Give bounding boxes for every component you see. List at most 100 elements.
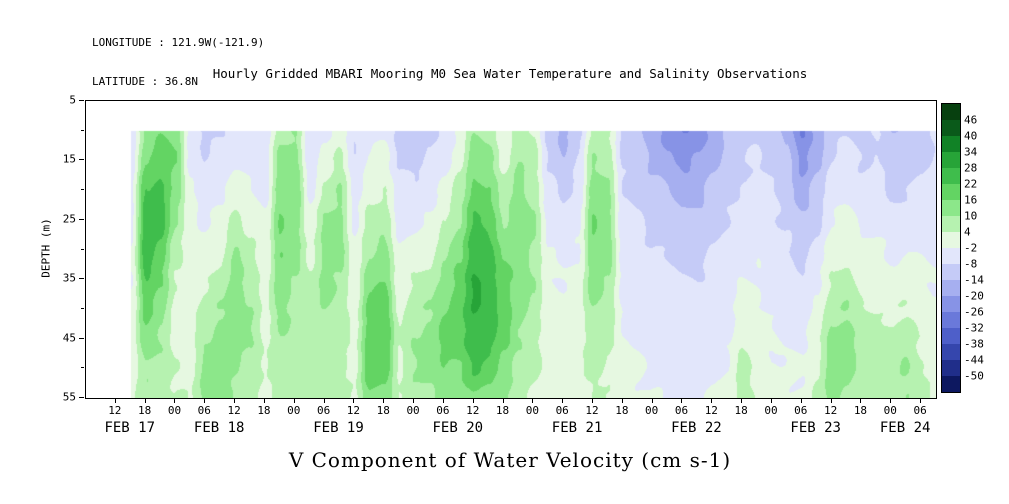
- x-tick-label: 00: [764, 404, 778, 417]
- y-axis-label: DEPTH (m): [39, 218, 53, 278]
- x-tick-label: 06: [674, 404, 689, 417]
- header-latitude: LATITUDE : 36.8N: [92, 75, 198, 88]
- x-tick-mark: [114, 398, 116, 403]
- colorbar-tick-label: 10: [964, 209, 978, 223]
- x-tick-mark: [532, 398, 534, 403]
- x-tick-mark: [442, 398, 444, 403]
- x-tick-label: 12: [108, 404, 122, 417]
- colorbar-tick-label: -2: [964, 241, 978, 255]
- colorbar: [941, 103, 961, 393]
- x-tick-mark: [502, 398, 504, 403]
- x-tick-mark: [383, 398, 385, 403]
- colorbar-band: [942, 184, 960, 200]
- x-tick-mark: [711, 398, 713, 403]
- colorbar-band: [942, 344, 960, 360]
- x-tick-mark: [562, 398, 564, 403]
- colorbar-tick-label: 16: [964, 193, 978, 207]
- colorbar-tick-label: 22: [964, 177, 978, 191]
- colorbar-band: [942, 216, 960, 232]
- x-tick-mark: [621, 398, 623, 403]
- colorbar-tick-label: 28: [964, 161, 978, 175]
- colorbar-band: [942, 360, 960, 376]
- x-tick-mark: [800, 398, 802, 403]
- y-minor-tick-mark: [81, 307, 84, 309]
- y-tick-label: 35: [62, 271, 76, 285]
- day-label: FEB 19: [313, 420, 364, 436]
- x-tick-mark: [860, 398, 862, 403]
- colorbar-band: [942, 232, 960, 248]
- y-minor-tick-mark: [81, 248, 84, 250]
- day-label: FEB 20: [432, 420, 484, 436]
- colorbar-band: [942, 248, 960, 264]
- x-tick-label: 12: [227, 404, 241, 417]
- colorbar-band: [942, 376, 960, 392]
- colorbar-tick-label: 4: [964, 225, 971, 239]
- colorbar-tick-label: -14: [964, 273, 984, 287]
- x-tick-mark: [263, 398, 265, 403]
- y-tick-mark: [79, 218, 84, 220]
- x-tick-label: 06: [197, 404, 211, 417]
- x-tick-mark: [174, 398, 176, 403]
- x-tick-label: 18: [376, 404, 390, 417]
- x-tick-label: 06: [436, 404, 450, 417]
- x-tick-label: 00: [406, 404, 420, 417]
- y-tick-mark: [79, 159, 84, 161]
- x-tick-label: 12: [346, 404, 361, 417]
- x-tick-label: 06: [316, 404, 331, 417]
- x-tick-label: 06: [555, 404, 569, 417]
- day-label: FEB 18: [193, 420, 245, 436]
- colorbar-tick-label: -44: [964, 353, 984, 367]
- x-tick-label: 12: [466, 404, 480, 417]
- y-tick-mark: [79, 397, 84, 398]
- colorbar-band: [942, 328, 960, 344]
- colorbar-tick-label: 40: [964, 129, 978, 143]
- header-longitude: LONGITUDE : 121.9W(-121.9): [92, 36, 265, 49]
- x-tick-mark: [234, 398, 236, 403]
- x-tick-label: 00: [287, 404, 301, 417]
- heatmap-canvas: [86, 101, 936, 398]
- y-tick-label: 55: [62, 390, 76, 404]
- x-tick-mark: [204, 398, 206, 403]
- x-tick-mark: [681, 398, 683, 403]
- colorbar-tick-label: -8: [964, 257, 978, 271]
- y-tick-label: 5: [69, 93, 76, 107]
- colorbar-band: [942, 264, 960, 280]
- x-tick-label: 00: [167, 404, 182, 417]
- colorbar-band: [942, 168, 960, 184]
- day-label: FEB 21: [551, 420, 603, 436]
- x-tick-label: 12: [585, 404, 599, 417]
- y-tick-label: 45: [62, 331, 76, 345]
- day-label: FEB 22: [671, 420, 722, 436]
- x-tick-mark: [413, 398, 415, 403]
- y-minor-tick-mark: [81, 129, 84, 131]
- colorbar-band: [942, 120, 960, 136]
- colorbar-tick-label: 34: [964, 145, 978, 159]
- x-tick-label: 06: [913, 404, 927, 417]
- x-tick-label: 12: [823, 404, 838, 417]
- x-tick-label: 12: [704, 404, 718, 417]
- colorbar-tick-label: -20: [964, 289, 984, 303]
- x-tick-mark: [651, 398, 653, 403]
- colorbar-band: [942, 200, 960, 216]
- day-label: FEB 24: [879, 420, 931, 436]
- chart-title: Hourly Gridded MBARI Mooring M0 Sea Wate…: [212, 66, 808, 81]
- x-tick-label: 18: [615, 404, 629, 417]
- colorbar-tick-label: 46: [964, 113, 978, 127]
- y-tick-label: 15: [62, 152, 76, 166]
- colorbar-tick-label: -32: [964, 321, 984, 335]
- plot-area: [85, 100, 937, 399]
- x-tick-label: 18: [495, 404, 510, 417]
- colorbar-band: [942, 296, 960, 312]
- x-tick-mark: [293, 398, 295, 403]
- y-tick-label: 25: [62, 212, 76, 226]
- colorbar-tick-label: -38: [964, 337, 984, 351]
- colorbar-band: [942, 280, 960, 296]
- colorbar-band: [942, 152, 960, 168]
- colorbar-band: [942, 104, 960, 120]
- x-tick-label: 06: [794, 404, 808, 417]
- x-tick-mark: [144, 398, 146, 403]
- y-tick-mark: [79, 278, 84, 280]
- colorbar-tick-label: -50: [964, 369, 984, 383]
- x-tick-mark: [472, 398, 474, 403]
